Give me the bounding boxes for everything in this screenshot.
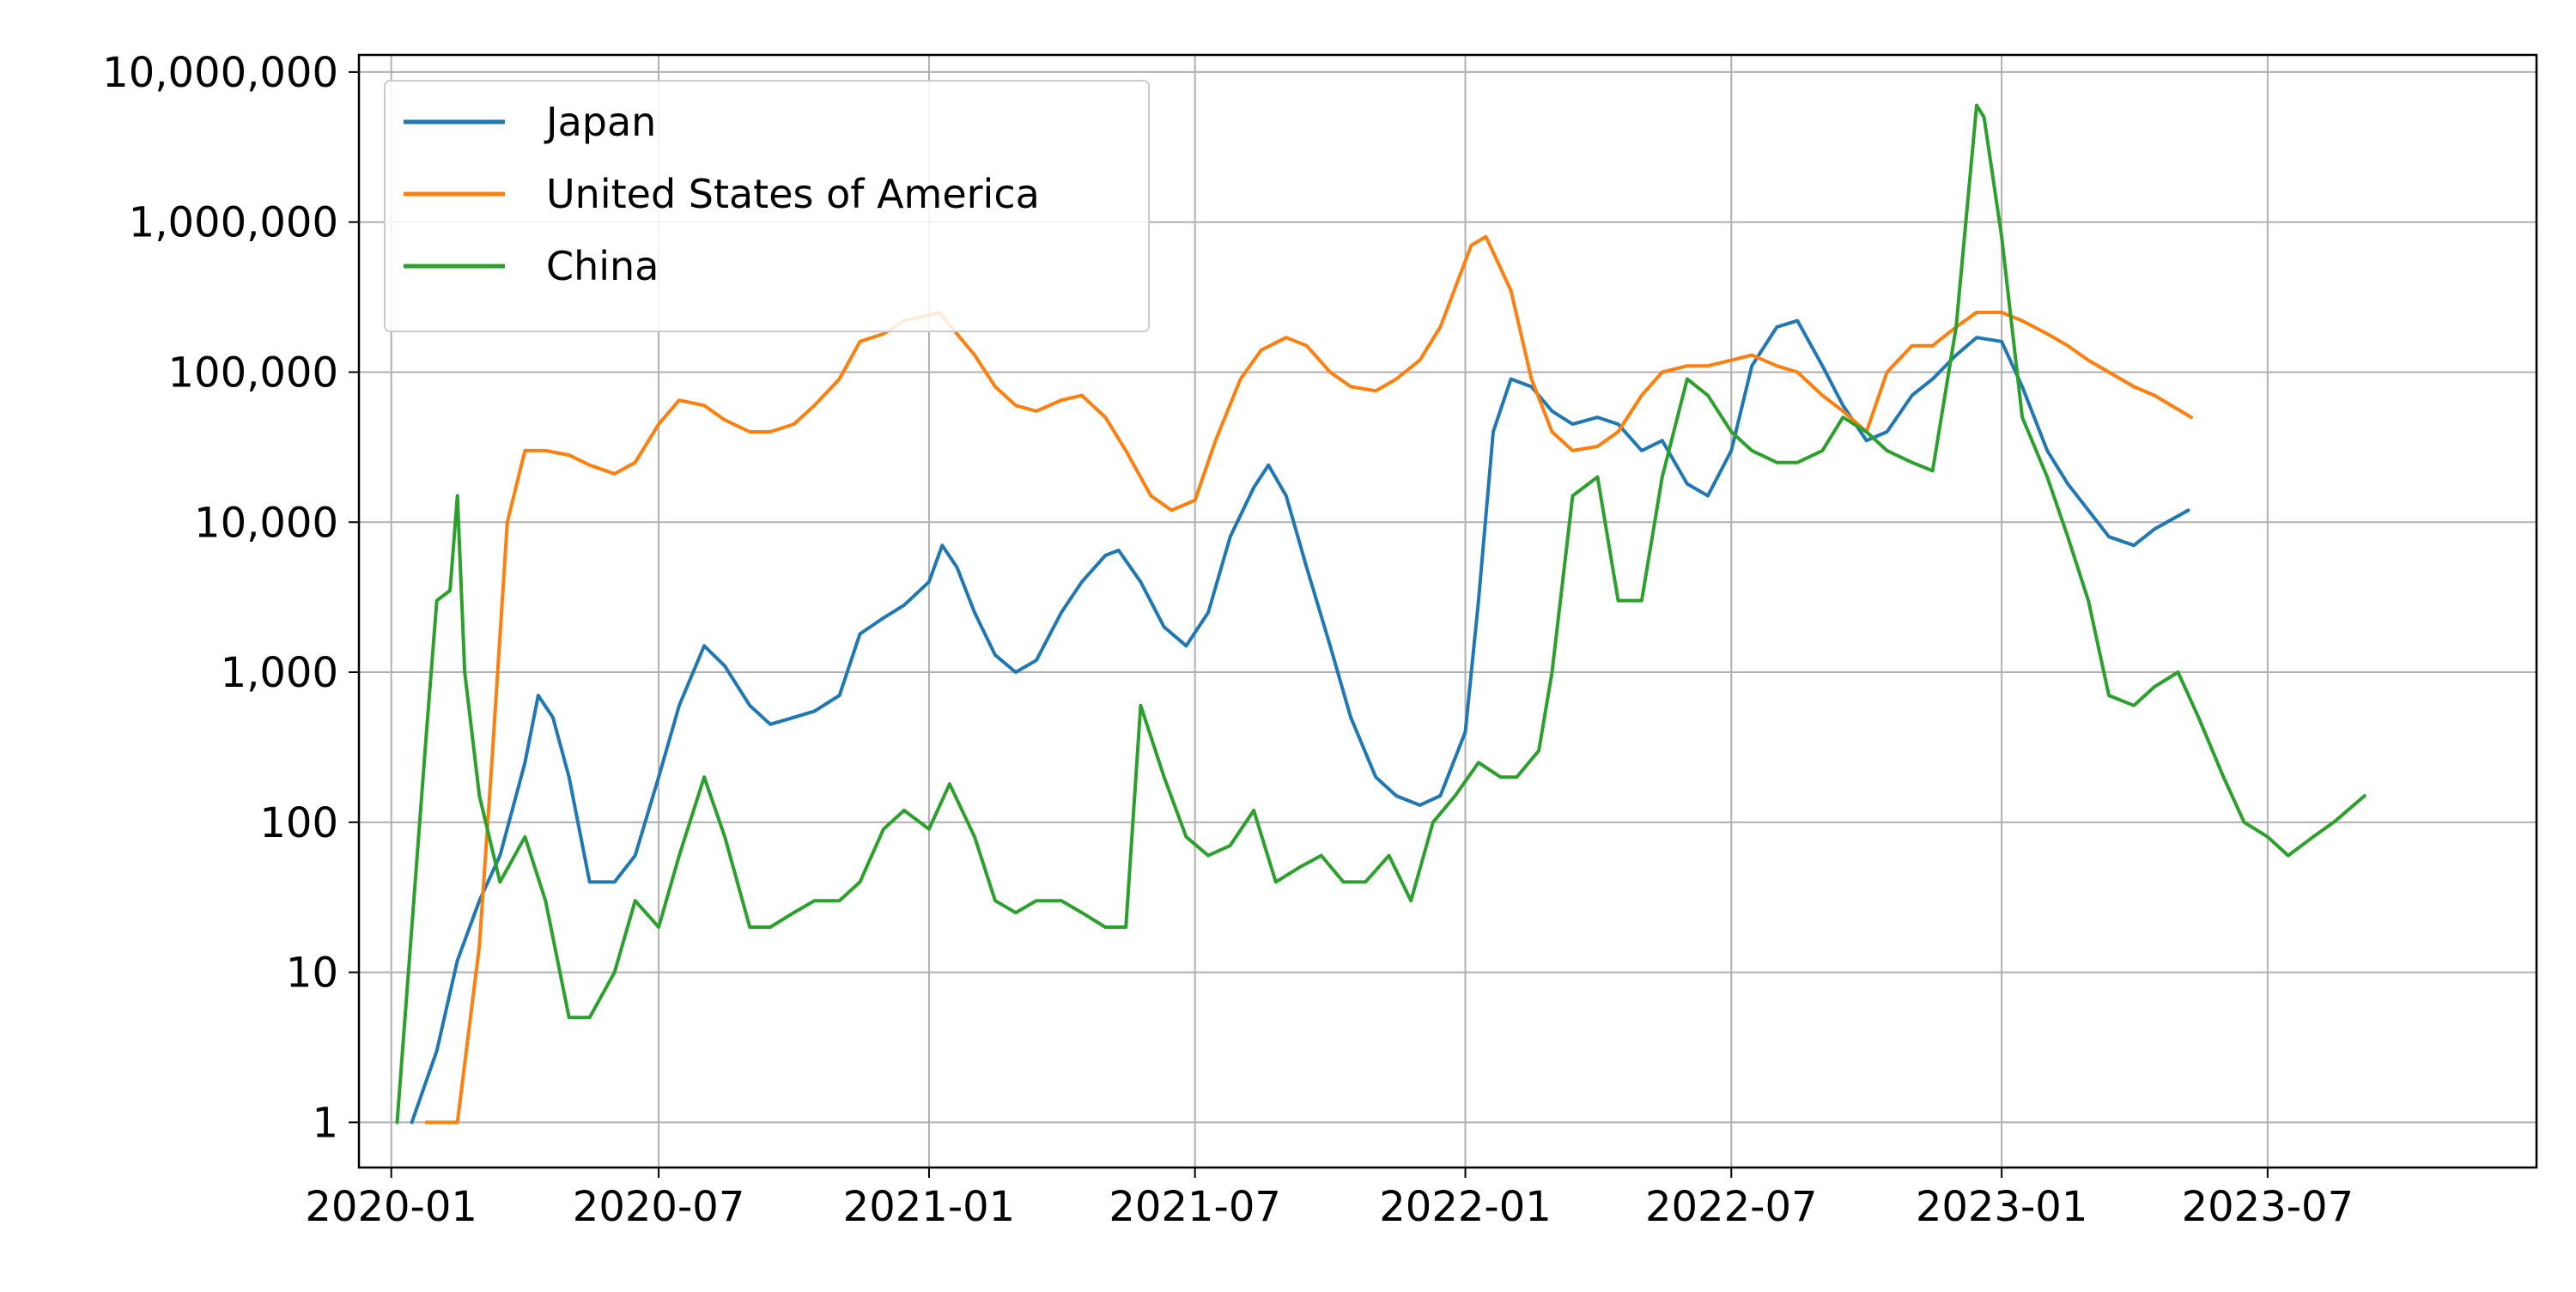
y-tick-label: 10,000,000 — [102, 49, 338, 97]
y-gridlines — [359, 70, 2537, 1124]
legend-box — [384, 80, 1150, 332]
y-tick-label: 1,000 — [221, 649, 338, 697]
series-lines — [395, 103, 2366, 1125]
series-line-3 — [395, 103, 2366, 1125]
y-tick-label: 1 — [312, 1099, 338, 1147]
y-tick-label: 100 — [259, 799, 338, 847]
legend-label: Japan — [544, 99, 656, 145]
x-tick-label: 2022-01 — [1379, 1183, 1552, 1231]
y-tick-label: 10 — [286, 949, 338, 998]
y-tick-label: 100,000 — [168, 349, 339, 397]
legend-label: China — [546, 243, 659, 289]
x-tick-label: 2020-01 — [305, 1183, 477, 1231]
series-line-2 — [424, 234, 2193, 1125]
series-line-1 — [410, 318, 2190, 1125]
x-tick-label: 2023-07 — [2182, 1183, 2354, 1231]
legend-label: United States of America — [546, 171, 1040, 217]
x-axis-ticks: 2020-01 2020-07 2021-01 2021-07 2022-01 2022-… — [305, 1168, 2354, 1231]
x-tick-label: 2020-07 — [573, 1183, 745, 1231]
y-tick-label: 1,000,000 — [129, 199, 338, 247]
x-tick-label: 2021-01 — [843, 1183, 1016, 1231]
x-tick-label: 2023-01 — [1916, 1183, 2088, 1231]
x-tick-label: 2022-07 — [1645, 1183, 1818, 1231]
legend: Japan United States of America China — [384, 80, 1150, 332]
x-tick-label: 2021-07 — [1109, 1183, 1281, 1231]
y-axis-ticks: 1 10 100 1,000 10,000 100,000 1,000,000 10,000,… — [102, 49, 359, 1147]
y-tick-label: 10,000 — [194, 499, 338, 547]
plot-frame — [357, 53, 2538, 1169]
